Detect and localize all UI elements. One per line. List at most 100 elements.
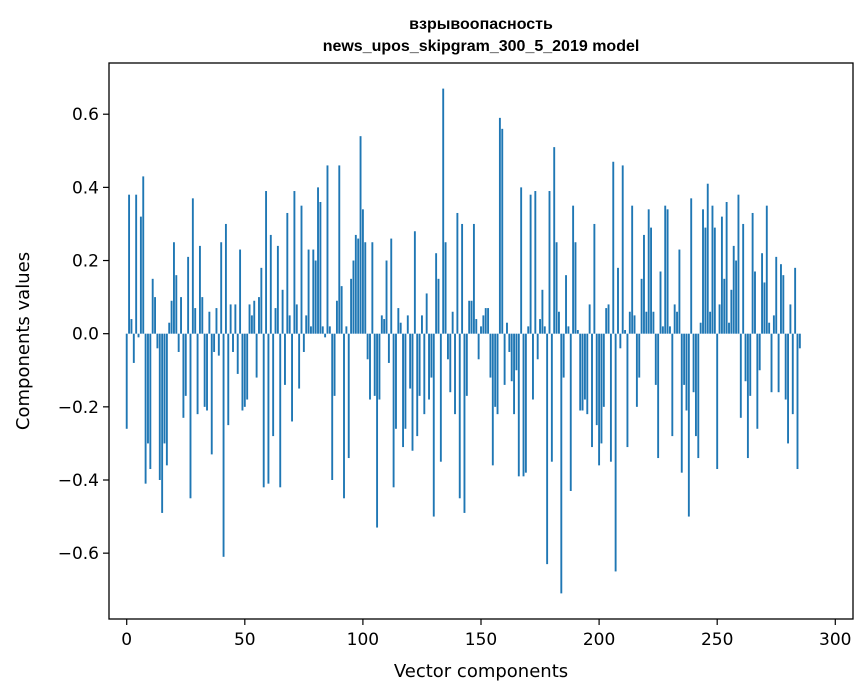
bar [317, 187, 319, 334]
bars-group [125, 88, 801, 594]
bar [156, 333, 159, 349]
x-tick-label: 150 [465, 630, 497, 650]
bar [765, 205, 768, 334]
bar [491, 333, 494, 466]
bar [666, 209, 669, 334]
bar [189, 333, 192, 499]
bar [390, 238, 393, 334]
bar [350, 278, 353, 334]
bar [690, 198, 693, 334]
bar [302, 333, 305, 352]
bar [709, 311, 712, 334]
bar [772, 315, 775, 334]
bar [796, 333, 799, 470]
bar [395, 333, 397, 429]
bar [631, 205, 634, 334]
bar [477, 333, 480, 360]
bar [621, 165, 624, 334]
bar [255, 333, 258, 378]
bar [480, 326, 482, 334]
bar [413, 231, 416, 334]
bar [539, 319, 541, 334]
bar [376, 333, 379, 528]
bar [151, 278, 154, 334]
bar [664, 205, 667, 334]
x-tick-label: 0 [121, 630, 132, 650]
bar [581, 333, 584, 411]
y-tick-label: −0.2 [58, 398, 99, 418]
bar [713, 227, 716, 334]
bar [276, 245, 279, 334]
bar [524, 333, 527, 473]
bar [562, 333, 565, 378]
bar [279, 333, 282, 488]
bar [210, 333, 213, 455]
bar [198, 245, 201, 334]
bar [553, 147, 556, 334]
bar [572, 205, 575, 334]
bar [387, 333, 390, 363]
bar [165, 333, 168, 466]
bar [624, 330, 627, 334]
bar [194, 308, 197, 334]
bar [694, 333, 697, 437]
bar [359, 136, 362, 334]
bar [541, 289, 544, 334]
bar [175, 275, 178, 334]
bar [628, 311, 631, 334]
bar [267, 333, 270, 484]
bar [730, 289, 733, 334]
bar [609, 333, 612, 462]
bar [673, 304, 676, 334]
x-tick-label: 200 [583, 630, 615, 650]
bar [633, 315, 636, 334]
bar [182, 333, 185, 418]
bar [416, 333, 419, 437]
bar [763, 282, 766, 334]
bar [430, 333, 433, 378]
bar [647, 209, 650, 334]
bar [517, 333, 520, 477]
bar [515, 333, 518, 371]
bar [749, 333, 752, 396]
bar [361, 209, 364, 334]
bar [324, 333, 327, 338]
bar [598, 333, 601, 466]
y-tick-label: 0.4 [72, 178, 99, 198]
bar [706, 183, 709, 334]
bar [215, 308, 218, 334]
bar [312, 249, 315, 334]
bar [142, 176, 145, 334]
y-tick-label: −0.4 [58, 471, 99, 491]
bar [602, 333, 605, 407]
bar [723, 278, 726, 334]
bar [163, 333, 166, 444]
bar [472, 223, 475, 334]
bar [676, 311, 678, 334]
bar [555, 242, 558, 334]
bar [468, 300, 471, 334]
bar [536, 333, 539, 360]
bar [496, 333, 499, 415]
bar [508, 333, 511, 352]
bar [638, 333, 641, 378]
bar [718, 304, 721, 334]
x-tick-label: 250 [701, 630, 733, 650]
bar [548, 191, 551, 334]
bar [217, 333, 220, 356]
bar [650, 227, 652, 334]
bar [463, 333, 466, 513]
bar [347, 333, 350, 459]
bar [369, 333, 371, 400]
bar [354, 234, 357, 334]
bar [742, 223, 745, 334]
bar [685, 333, 688, 411]
bar [510, 333, 513, 382]
bar [456, 212, 459, 334]
bar [409, 333, 412, 389]
bar [293, 191, 296, 334]
bar [789, 304, 792, 334]
bar [640, 278, 643, 334]
bar [586, 333, 589, 415]
bar [239, 249, 242, 334]
